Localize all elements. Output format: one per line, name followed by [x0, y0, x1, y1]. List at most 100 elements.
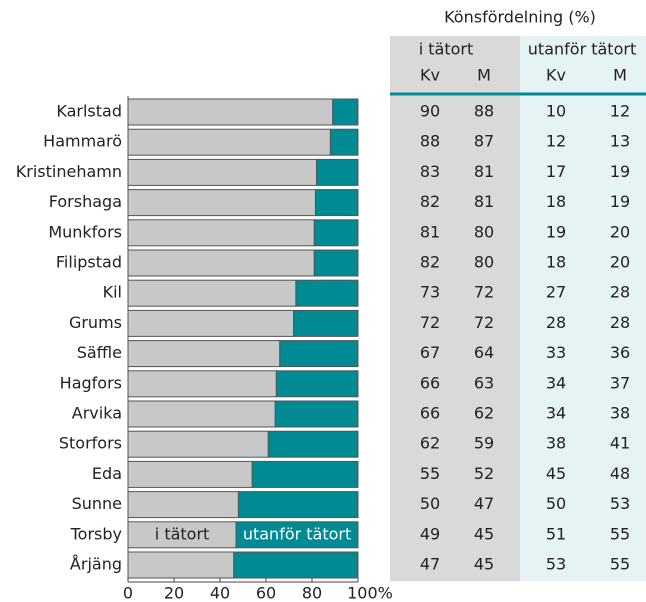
- table-cell: 12: [546, 132, 566, 151]
- bar-segment: [279, 340, 359, 368]
- table-cell: 87: [474, 132, 494, 151]
- table-cell: 82: [420, 253, 440, 272]
- table-cell: 62: [474, 404, 494, 423]
- bar-segment: [127, 521, 237, 549]
- table-cell: 10: [546, 102, 566, 121]
- table-cell: 12: [610, 102, 630, 121]
- y-tick-label: Storfors: [59, 434, 122, 453]
- column-header: M: [613, 66, 627, 85]
- table-cell: 45: [474, 555, 494, 574]
- table-cell: 18: [546, 192, 566, 211]
- column-header: M: [477, 66, 491, 85]
- y-tick-label: Filipstad: [56, 253, 122, 272]
- table-cell: 17: [546, 162, 566, 181]
- table-bg-urban: [390, 36, 520, 581]
- table-cell: 47: [420, 555, 440, 574]
- table-cell: 37: [610, 373, 630, 392]
- bar-segment: [314, 189, 359, 217]
- bar-segment: [127, 158, 318, 186]
- table-cell: 80: [474, 222, 494, 241]
- table-cell: 72: [474, 283, 494, 302]
- table-cell: 28: [610, 313, 630, 332]
- x-tick-label: 40: [210, 584, 230, 602]
- bar-segment: [316, 158, 359, 186]
- bar-segment: [127, 491, 239, 519]
- table-cell: 45: [546, 464, 566, 483]
- bar-segment: [233, 551, 359, 579]
- table-cell: 50: [546, 494, 566, 513]
- table-cell: 55: [610, 555, 630, 574]
- table-cell: 20: [610, 222, 630, 241]
- table-cell: 18: [546, 253, 566, 272]
- y-tick-label: Munkfors: [48, 222, 122, 241]
- y-tick-label: Forshaga: [49, 192, 122, 211]
- bar-segment: [127, 551, 235, 579]
- bar-segment: [267, 430, 359, 458]
- table-cell: 81: [474, 192, 494, 211]
- bar-segment: [127, 309, 295, 337]
- table-title: Könsfördelning (%): [444, 8, 596, 27]
- table-cell: 67: [420, 343, 440, 362]
- table-cell: 72: [420, 313, 440, 332]
- column-header: Kv: [546, 66, 566, 85]
- table-cell: 52: [474, 464, 494, 483]
- table-cell: 51: [546, 524, 566, 543]
- y-tick-label: Kil: [103, 283, 122, 302]
- y-tick-label: Hagfors: [60, 373, 122, 392]
- table-cell: 33: [546, 343, 566, 362]
- bar-segment: [295, 279, 359, 307]
- bar-segment: [235, 521, 359, 549]
- bar-segment: [275, 370, 359, 398]
- bar-segment: [313, 219, 359, 247]
- y-tick-label: Torsby: [70, 524, 122, 543]
- table-cell: 80: [474, 253, 494, 272]
- table-cell: 36: [610, 343, 630, 362]
- table-group: utanför tätort: [528, 40, 636, 59]
- bar-segment: [329, 128, 359, 156]
- table-cell: 66: [420, 404, 440, 423]
- table-cell: 47: [474, 494, 494, 513]
- table-cell: 34: [546, 404, 566, 423]
- bar-segment: [127, 128, 331, 156]
- table-cell: 81: [420, 222, 440, 241]
- bar-segment: [127, 400, 276, 428]
- y-tick-label: Sunne: [72, 494, 122, 513]
- x-tick-label: 60: [256, 584, 276, 602]
- table-cell: 90: [420, 102, 440, 121]
- table-cell: 19: [546, 222, 566, 241]
- y-tick-label: Årjäng: [70, 555, 122, 574]
- bar-segment: [127, 430, 269, 458]
- table-cell: 28: [546, 313, 566, 332]
- series-label: utanför tätort: [243, 524, 351, 543]
- table-cell: 13: [610, 132, 630, 151]
- bar-segment: [274, 400, 359, 428]
- table-cell: 81: [474, 162, 494, 181]
- table-cell: 45: [474, 524, 494, 543]
- bar-segment: [127, 340, 281, 368]
- bar-segment: [127, 279, 297, 307]
- y-tick-label: Arvika: [72, 404, 122, 423]
- table-cell: 20: [610, 253, 630, 272]
- column-header: Kv: [420, 66, 440, 85]
- bar-segment: [127, 249, 315, 277]
- table-cell: 59: [474, 434, 494, 453]
- y-tick-label: Hammarö: [43, 132, 122, 151]
- y-tick-label: Grums: [69, 313, 122, 332]
- table-cell: 72: [474, 313, 494, 332]
- table-cell: 41: [610, 434, 630, 453]
- bar-segment: [127, 219, 315, 247]
- table-cell: 66: [420, 373, 440, 392]
- table-cell: 55: [610, 524, 630, 543]
- table-cell: 73: [420, 283, 440, 302]
- bar-segment: [237, 491, 359, 519]
- bar-segment: [293, 309, 359, 337]
- table-cell: 38: [546, 434, 566, 453]
- table-cell: 55: [420, 464, 440, 483]
- table-cell: 63: [474, 373, 494, 392]
- series-label: i tätort: [155, 524, 210, 543]
- table-cell: 34: [546, 373, 566, 392]
- table-cell: 19: [610, 192, 630, 211]
- table-cell: 62: [420, 434, 440, 453]
- bar-segment: [313, 249, 359, 277]
